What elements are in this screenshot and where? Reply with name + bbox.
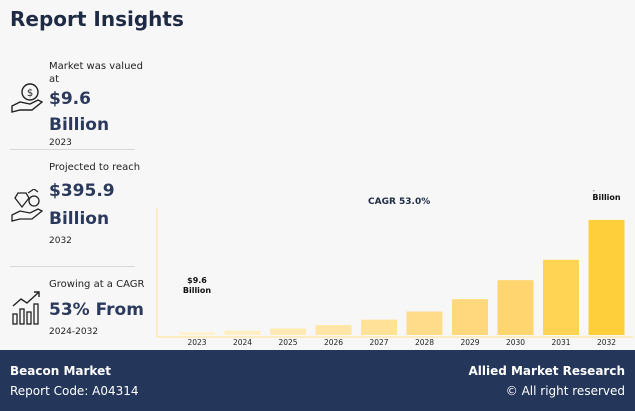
- x-tick-label: 2029: [460, 338, 479, 345]
- chart-svg: 2023 2024 2025 2026 2027 2028 2029 2030 2031 2032…: [156, 183, 633, 347]
- divider: [10, 266, 135, 267]
- bar-2029: [452, 299, 488, 335]
- stat-2-label: Projected to reach: [49, 162, 141, 173]
- x-tick-label: 2023: [187, 338, 206, 345]
- growth-chart-icon: [10, 290, 44, 330]
- stat-1-label-2: at: [49, 74, 60, 85]
- svg-text:$: $: [27, 88, 33, 99]
- stat-3-label: Growing at a CAGR: [49, 279, 145, 290]
- data-label-2023: $9.6: [187, 276, 207, 285]
- x-tick-label: 2026: [324, 338, 343, 345]
- bar-2025: [270, 328, 306, 335]
- cagr-annotation: CAGR 53.0%: [368, 197, 431, 207]
- diamond-hand-icon: [10, 188, 44, 227]
- bar-2030: [497, 280, 534, 335]
- divider: [10, 149, 135, 150]
- footer-report-code: Report Code: A04314: [10, 384, 139, 398]
- x-tick-label: 2027: [369, 338, 388, 345]
- footer: Beacon Market Report Code: A04314 Allied…: [0, 350, 635, 411]
- bar-2023: [179, 332, 215, 335]
- bar-2032: [588, 219, 625, 335]
- stat-3-year: 2024-2032: [49, 327, 99, 337]
- market-bar-chart: 2023 2024 2025 2026 2027 2028 2029 2030 2031 2032…: [155, 183, 635, 347]
- bar-2026: [315, 325, 352, 335]
- stat-2-value: $395.9: [49, 181, 115, 201]
- stat-1-value: $9.6 Billion: [49, 89, 110, 135]
- footer-market-name: Beacon Market: [10, 364, 111, 378]
- stat-2-value-unit: Billion: [49, 209, 110, 229]
- data-label-2032: $395.9: [591, 190, 622, 192]
- data-label-2032: Billion: [592, 193, 621, 202]
- data-label-2023: Billion: [183, 286, 212, 295]
- x-tick-label: 2025: [278, 338, 297, 345]
- stat-2-year: 2032: [49, 236, 72, 246]
- footer-copyright: © All right reserved: [505, 384, 625, 398]
- stat-1-label: Market was valued: [49, 61, 143, 72]
- x-tick-label: 2028: [415, 338, 434, 345]
- bar-2031: [543, 259, 579, 335]
- page-title: Report Insights: [10, 7, 184, 31]
- x-tick-label: 2024: [233, 338, 252, 345]
- bar-2028: [406, 311, 443, 335]
- x-tick-label: 2030: [506, 338, 525, 345]
- x-tick-label: 2031: [551, 338, 570, 345]
- bar-2027: [361, 319, 397, 335]
- money-hand-icon: $: [10, 82, 44, 118]
- bar-2024: [224, 330, 261, 335]
- stat-3-value: 53% From: [49, 300, 144, 320]
- footer-brand: Allied Market Research: [468, 364, 625, 378]
- x-tick-label: 2032: [597, 338, 616, 345]
- stat-1-year: 2023: [49, 138, 72, 148]
